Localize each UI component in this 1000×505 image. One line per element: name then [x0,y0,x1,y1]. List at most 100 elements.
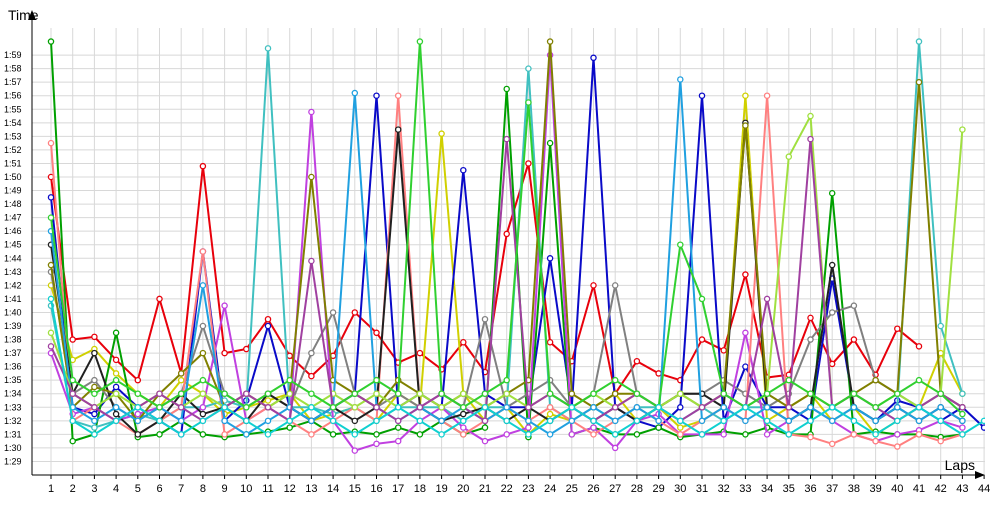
data-point [394,390,402,397]
data-point [481,417,489,425]
data-point [590,390,597,397]
data-point [590,404,597,411]
data-point [698,336,706,343]
data-point [373,417,380,425]
data-point [438,130,445,137]
data-point [611,376,619,384]
data-point [655,424,662,431]
data-point [828,190,836,197]
y-tick-label: 1:41 [4,294,22,304]
data-point [394,417,402,425]
data-point [460,339,467,346]
data-point [763,390,771,397]
data-point [633,431,641,438]
data-point [373,329,380,337]
x-tick-label: 20 [457,483,469,495]
data-point [611,444,619,452]
x-tick-label: 13 [305,483,317,495]
data-point [590,431,597,438]
x-tick-label: 29 [652,483,664,495]
data-point [915,404,923,411]
data-point [633,417,641,425]
data-point [807,336,814,343]
data-point [742,363,749,370]
data-point [112,376,120,384]
data-point [807,135,814,143]
data-point [980,417,985,425]
x-tick-label: 30 [674,483,686,495]
data-point [633,390,641,397]
data-point [438,390,445,397]
data-point [286,417,293,425]
data-point [807,404,814,411]
data-point [460,417,467,425]
data-point [828,360,836,368]
data-point [329,431,337,438]
data-point [264,404,272,411]
data-point [47,214,55,221]
y-tick-label: 1:36 [4,362,22,372]
data-point [655,370,662,377]
x-tick-label: 28 [631,483,643,495]
data-point [286,390,293,397]
data-point [351,447,359,454]
data-point [91,404,98,411]
x-tick-label: 2 [70,483,76,495]
data-point [894,390,901,397]
data-point [438,431,445,438]
data-point [394,424,402,431]
y-tick-label: 1:47 [4,213,22,223]
data-point [546,390,554,397]
x-tick-label: 18 [414,483,426,495]
data-point [980,424,985,431]
y-tick-label: 1:45 [4,240,22,250]
data-point [850,336,858,343]
data-point [308,108,315,116]
data-point [850,404,858,411]
data-point [91,390,98,397]
data-point [503,376,510,384]
data-point [351,89,359,97]
data-point [91,410,98,418]
data-point [199,376,207,384]
data-point [221,417,228,425]
y-tick-label: 1:51 [4,158,22,168]
data-point [698,417,706,425]
data-point [394,126,402,133]
data-point [351,417,359,425]
data-point [611,404,619,411]
data-point [568,417,576,425]
data-point [438,417,445,425]
data-point [264,315,272,323]
data-point [221,349,228,357]
data-point [720,404,727,411]
data-point [742,404,749,411]
data-point [308,349,315,357]
y-tick-label: 1:46 [4,226,22,236]
series-15 [47,295,985,438]
data-point [763,404,771,411]
data-point [308,372,315,380]
data-point [156,417,163,425]
data-point [416,431,424,438]
data-point [872,417,879,425]
data-point [785,153,793,160]
data-point [47,343,55,350]
data-point [91,349,98,357]
x-tick-label: 33 [739,483,751,495]
x-tick-label: 31 [696,483,708,495]
data-point [872,404,879,411]
data-point [546,410,554,418]
data-point [546,339,554,346]
data-point [481,437,489,445]
data-point [286,376,293,384]
x-tick-label: 5 [135,483,141,495]
data-point [611,417,619,425]
data-point [611,390,619,397]
y-axis-arrow [28,10,36,20]
data-point [91,417,98,425]
data-point [742,417,749,425]
data-point [590,282,597,289]
data-point [47,194,55,201]
data-point [47,295,55,303]
